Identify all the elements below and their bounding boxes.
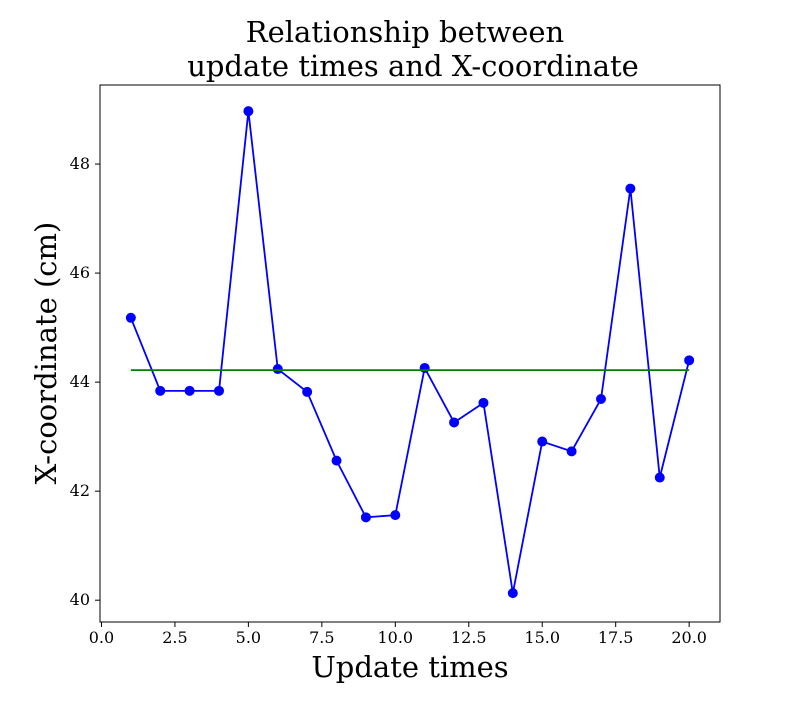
x-tick-label: 17.5 xyxy=(598,628,634,647)
data-point xyxy=(537,436,548,447)
data-point xyxy=(654,472,665,483)
x-tick-label: 12.5 xyxy=(451,628,487,647)
x-tick-label: 20.0 xyxy=(671,628,707,647)
x-tick-label: 10.0 xyxy=(377,628,413,647)
data-point xyxy=(449,417,460,428)
x-tick-label: 5.0 xyxy=(236,628,261,647)
x-tick-label: 2.5 xyxy=(162,628,187,647)
data-point xyxy=(625,183,636,194)
data-point xyxy=(478,397,489,408)
data-point xyxy=(243,106,254,117)
data-point xyxy=(302,386,313,397)
data-point xyxy=(595,394,606,405)
x-axis: 0.0 2.5 5.0 7.5 10.0 12.5 15.0 17.5 20.0 xyxy=(89,622,707,647)
data-point xyxy=(566,446,577,457)
data-point xyxy=(214,385,225,396)
x-tick-label: 15.0 xyxy=(524,628,560,647)
data-point xyxy=(360,512,371,523)
chart-title-line-2: update times and X-coordinate xyxy=(187,49,639,83)
data-point xyxy=(155,385,166,396)
y-tick-label: 44 xyxy=(70,372,90,391)
data-point xyxy=(272,364,283,375)
y-axis-label: X-coordinate (cm) xyxy=(29,222,63,485)
y-tick-label: 42 xyxy=(70,481,90,500)
x-axis-label: Update times xyxy=(311,650,508,684)
series-layer xyxy=(125,106,695,599)
data-point xyxy=(390,510,401,521)
y-tick-label: 46 xyxy=(70,263,90,282)
chart-title-line-1: Relationship between xyxy=(246,15,564,49)
y-tick-label: 40 xyxy=(70,590,90,609)
x-tick-label: 0.0 xyxy=(89,628,114,647)
data-point xyxy=(684,355,695,366)
y-tick-label: 48 xyxy=(70,154,90,173)
plot-area xyxy=(99,84,721,623)
data-point xyxy=(507,588,518,599)
data-point xyxy=(125,312,136,323)
data-point xyxy=(331,455,342,466)
data-point xyxy=(184,385,195,396)
x-tick-label: 7.5 xyxy=(309,628,334,647)
series-line-0 xyxy=(130,110,691,595)
y-axis: 40 42 44 46 48 xyxy=(70,154,100,609)
data-point xyxy=(419,362,430,373)
